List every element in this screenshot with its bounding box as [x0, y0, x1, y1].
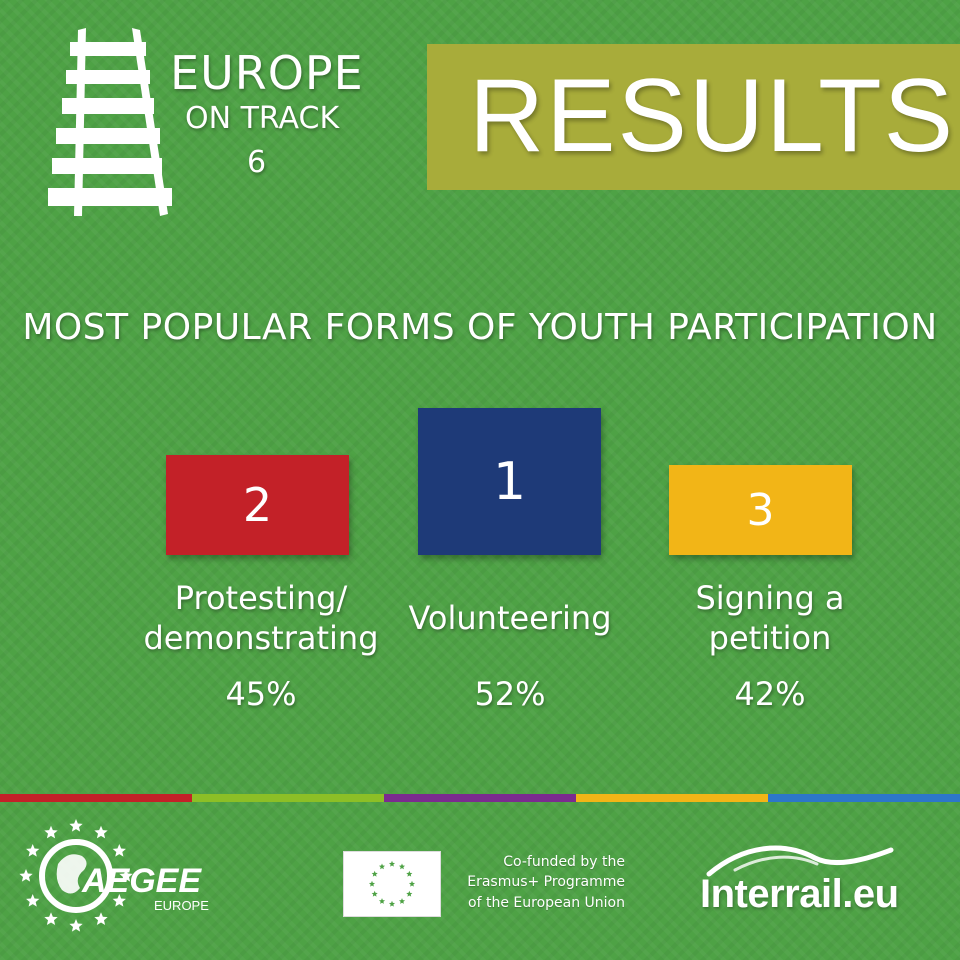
railway-track-icon [48, 28, 172, 216]
strip-segment-blue [768, 794, 960, 802]
eu-text-line2: Erasmus+ Programme [467, 874, 625, 891]
brand-edition-number: 6 [247, 145, 267, 180]
label-protesting-line2: demonstrating [143, 619, 379, 657]
page-subtitle: MOST POPULAR FORMS OF YOUTH PARTICIPATIO… [22, 307, 938, 348]
aegee-star-icon [26, 894, 40, 907]
aegee-stars-globe-icon: AEGEE EUROPE [19, 819, 209, 932]
podium-block-first: 1 [418, 408, 601, 555]
eu-star-icon [378, 898, 386, 904]
label-volunteering: Volunteering [408, 599, 612, 637]
aegee-name: AEGEE [81, 862, 202, 900]
eu-text-line1: Co-funded by the [503, 854, 625, 870]
results-title: RESULTS [469, 58, 955, 174]
eu-star-icon [371, 870, 378, 877]
eu-flag-icon [343, 851, 441, 917]
label-protesting: Protesting/ demonstrating [96, 578, 426, 658]
eu-star-icon [371, 890, 378, 897]
interrail-swoosh-icon [706, 845, 894, 877]
aegee-star-icon [19, 869, 33, 882]
aegee-star-icon [26, 844, 40, 857]
brand-europe: EUROPE [170, 46, 364, 100]
label-petition-line1: Signing a [695, 579, 845, 617]
label-protesting-line1: Protesting/ [174, 579, 348, 617]
interrail-logo-text: Interrail.eu [700, 872, 899, 916]
percent-volunteering: 52% [474, 675, 546, 713]
strip-segment-yellow [576, 794, 768, 802]
aegee-sub: EUROPE [154, 898, 209, 913]
eu-text-line3: of the European Union [468, 894, 625, 911]
eu-star-icon [406, 890, 413, 897]
podium-block-second: 2 [166, 455, 349, 555]
aegee-star-icon [94, 825, 108, 839]
eu-star-icon [388, 860, 396, 867]
eu-star-icon [406, 870, 413, 877]
strip-segment-green [192, 794, 384, 802]
results-banner: RESULTS [427, 44, 960, 190]
eu-star-icon [408, 880, 416, 887]
eu-funding-text: Co-funded by the Erasmus+ Programme of t… [450, 852, 625, 913]
eu-star-icon [388, 900, 396, 907]
strip-segment-red [0, 794, 192, 802]
aegee-star-icon [94, 912, 108, 925]
eu-star-icon [378, 863, 386, 870]
aegee-star-icon [44, 825, 58, 839]
aegee-star-icon [112, 894, 126, 907]
eu-stars-icon [368, 860, 416, 907]
strip-segment-purple [384, 794, 576, 802]
aegee-star-icon [112, 844, 126, 857]
eu-star-icon [398, 863, 406, 870]
aegee-star-icon [119, 869, 133, 882]
brand-on-track: ON TRACK [185, 101, 340, 136]
aegee-star-icon [69, 819, 83, 832]
label-petition: Signing a petition [660, 578, 880, 658]
eu-star-icon [368, 880, 376, 887]
color-strip [0, 794, 960, 802]
aegee-star-icon [69, 919, 83, 932]
podium-block-third: 3 [669, 465, 852, 555]
percent-protesting: 45% [225, 675, 297, 713]
label-petition-line2: petition [708, 619, 832, 657]
percent-petition: 42% [734, 675, 806, 713]
eu-star-icon [398, 898, 406, 904]
aegee-star-icon [44, 912, 58, 925]
